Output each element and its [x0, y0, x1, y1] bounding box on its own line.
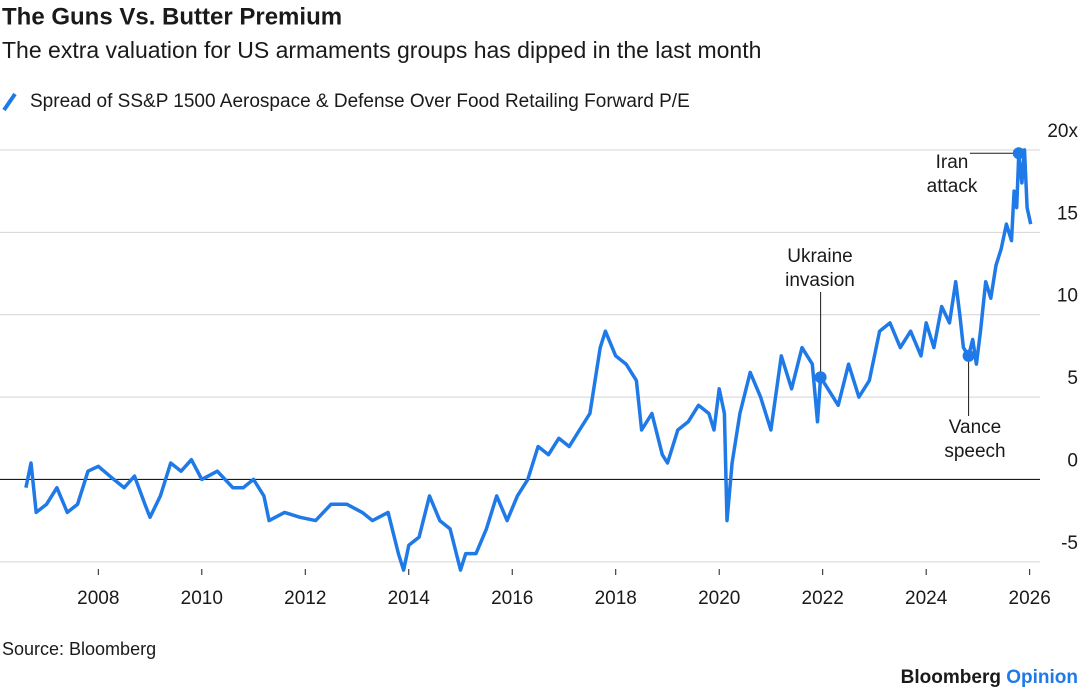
x-tick-label: 2016: [491, 588, 533, 609]
y-tick-label: -5: [1061, 533, 1078, 554]
annotation-text: Iran: [936, 152, 969, 173]
annotation-text: Vance: [949, 417, 1001, 438]
y-tick-label: 15: [1057, 203, 1078, 224]
source: Source: Bloomberg: [2, 639, 156, 659]
y-tick-label: 5: [1067, 368, 1078, 389]
legend-swatch: [2, 92, 17, 112]
y-tick-label: 10: [1057, 286, 1078, 307]
annotation-marker: [1012, 147, 1025, 160]
x-tick-label: 2008: [77, 588, 119, 609]
data-line: [24, 148, 1033, 572]
brand: Bloomberg Opinion: [901, 667, 1078, 688]
x-tick-label: 2012: [284, 588, 326, 609]
legend-label: Spread of SS&P 1500 Aerospace & Defense …: [30, 91, 690, 112]
annotation-text: Ukraine: [787, 246, 852, 267]
y-tick-label: 20x: [1047, 121, 1078, 142]
x-tick-label: 2026: [1009, 588, 1051, 609]
brand-suffix: Opinion: [1006, 667, 1078, 688]
x-tick-label: 2024: [905, 588, 948, 609]
brand-name: Bloomberg: [901, 667, 1001, 688]
annotation-text: invasion: [785, 270, 855, 291]
y-tick-label: 0: [1067, 450, 1078, 471]
annotation-text: attack: [927, 176, 978, 197]
x-tick-label: 2014: [388, 588, 431, 609]
annotation-marker: [814, 371, 827, 384]
annotation-marker: [962, 349, 975, 362]
x-tick-label: 2018: [595, 588, 637, 609]
chart-subtitle: The extra valuation for US armaments gro…: [2, 37, 761, 63]
annotation-text: speech: [944, 441, 1005, 462]
x-tick-label: 2020: [698, 588, 740, 609]
x-tick-label: 2022: [802, 588, 844, 609]
chart-title: The Guns Vs. Butter Premium: [2, 3, 342, 30]
x-tick-label: 2010: [181, 588, 223, 609]
